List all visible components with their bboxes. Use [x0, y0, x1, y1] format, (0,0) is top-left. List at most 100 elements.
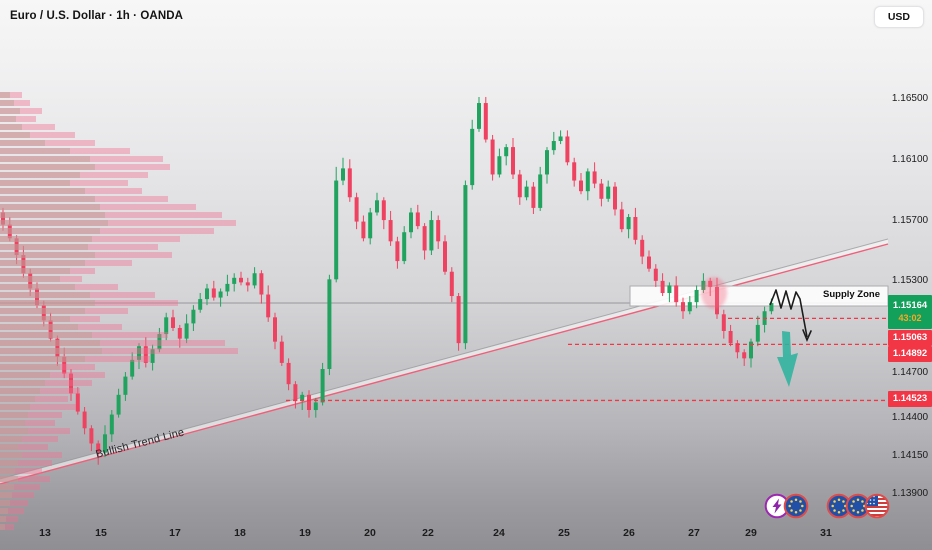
candle-body — [109, 414, 114, 435]
price-axis-label: 1.14150 — [891, 450, 929, 462]
volume-profile-buy-bar — [0, 252, 95, 258]
candle-body — [7, 224, 12, 239]
volume-profile-buy-bar — [0, 92, 10, 98]
candle-body — [82, 411, 87, 429]
price-axis-label: 1.14400 — [891, 412, 929, 424]
candle-body — [429, 220, 434, 251]
volume-profile-buy-bar — [0, 388, 40, 394]
volume-profile-buy-bar — [0, 476, 18, 482]
candle-body — [653, 268, 658, 281]
candle-body — [232, 277, 237, 284]
price-axis-label: 1.16100 — [891, 153, 929, 165]
volume-profile-sell-bar — [0, 372, 105, 378]
date-axis-label: 27 — [688, 527, 700, 539]
volume-profile-sell-bar — [0, 100, 30, 106]
candle-body — [252, 273, 257, 286]
date-axis-label: 29 — [745, 527, 757, 539]
volume-profile-sell-bar — [0, 276, 82, 282]
volume-profile-sell-bar — [0, 236, 180, 242]
volume-profile-buy-bar — [0, 132, 30, 138]
volume-profile-buy-bar — [0, 436, 22, 442]
candle-body — [157, 334, 162, 350]
candle-body — [572, 162, 577, 181]
candle-body — [62, 356, 67, 374]
candle-body — [449, 271, 454, 297]
volume-profile-buy-bar — [0, 308, 85, 314]
price-axis-label: 1.15300 — [891, 275, 929, 287]
candle-body — [171, 317, 175, 328]
economic-event-group[interactable] — [826, 493, 890, 519]
time-axis[interactable]: 13 15 17 18 19 20 22 24 25 26 27 29 31 — [0, 524, 932, 550]
symbol-title[interactable]: Euro / U.S. Dollar · 1h · OANDA — [10, 10, 184, 22]
candle-body — [456, 296, 461, 344]
volume-profile-sell-bar — [0, 316, 100, 322]
price-axis-label: 1.15700 — [891, 214, 929, 226]
volume-profile-buy-bar — [0, 356, 85, 362]
volume-profile-buy-bar — [0, 292, 90, 298]
us-flag-icon[interactable] — [864, 493, 890, 519]
level-price-tag: 1.14523 — [888, 391, 932, 407]
candle-body — [300, 394, 305, 401]
volume-profile-sell-bar — [0, 516, 18, 522]
supply-zone-label: Supply Zone — [823, 289, 880, 300]
candle-body — [626, 217, 631, 230]
price-axis-label: 1.13900 — [891, 488, 929, 500]
candle-body — [334, 180, 339, 280]
retest-highlight-ellipse — [701, 277, 727, 309]
candle-body — [259, 273, 264, 295]
volume-profile-buy-bar — [0, 484, 14, 490]
volume-profile-buy-bar — [0, 244, 88, 250]
projection-arrow-head — [802, 329, 812, 343]
eu-flag-icon[interactable] — [783, 493, 809, 519]
candle-body — [313, 402, 318, 411]
candle-body — [41, 305, 46, 321]
candle-body — [592, 171, 597, 184]
candle-body — [48, 320, 53, 339]
level-price-tag: 1.14892 — [888, 346, 932, 362]
volume-profile-sell-bar — [0, 228, 214, 234]
candle-body — [531, 186, 536, 208]
date-axis-label: 31 — [820, 527, 832, 539]
volume-profile-sell-bar — [0, 380, 92, 386]
volume-profile-sell-bar — [0, 396, 68, 402]
volume-profile-sell-bar — [0, 500, 28, 506]
economic-event-group[interactable] — [764, 493, 809, 519]
date-axis-label: 13 — [39, 527, 51, 539]
candle-body — [184, 323, 189, 339]
candle-body — [463, 185, 468, 344]
date-axis-label: 15 — [95, 527, 107, 539]
candle-body — [585, 171, 590, 192]
currency-button[interactable]: USD — [873, 6, 924, 28]
volume-profile-sell-bar — [0, 420, 55, 426]
volume-profile-sell-bar — [0, 244, 158, 250]
candle-body — [558, 136, 563, 142]
volume-profile-buy-bar — [0, 372, 50, 378]
volume-profile-buy-bar — [0, 412, 28, 418]
volume-profile-sell-bar — [0, 188, 142, 194]
volume-profile-sell-bar — [0, 204, 196, 210]
volume-profile-sell-bar — [0, 468, 42, 474]
candle-body — [327, 279, 332, 369]
eu-flag-icon[interactable] — [845, 493, 871, 519]
candle-body — [470, 128, 475, 186]
candle-body — [613, 186, 617, 210]
volume-profile-buy-bar — [0, 324, 78, 330]
date-axis-label: 24 — [493, 527, 505, 539]
price-axis[interactable]: 1.16500 1.16100 1.15700 1.15300 1.14700 1.144… — [888, 0, 932, 520]
candle-body — [436, 220, 441, 242]
volume-profile-buy-bar — [0, 508, 8, 514]
trend-band-top-line — [0, 238, 889, 480]
volume-profile-sell-bar — [0, 252, 172, 258]
candle-body — [490, 139, 495, 175]
volume-profile-sell-bar — [0, 364, 95, 370]
candle-body — [395, 241, 400, 262]
volume-profile-buy-bar — [0, 124, 22, 130]
volume-profile-sell-bar — [0, 460, 52, 466]
volume-profile-sell-bar — [0, 156, 163, 162]
bullish-trend-line — [0, 243, 889, 485]
candle-body — [687, 302, 692, 312]
volume-profile-buy-bar — [0, 492, 12, 498]
volume-profile-sell-bar — [0, 340, 225, 346]
